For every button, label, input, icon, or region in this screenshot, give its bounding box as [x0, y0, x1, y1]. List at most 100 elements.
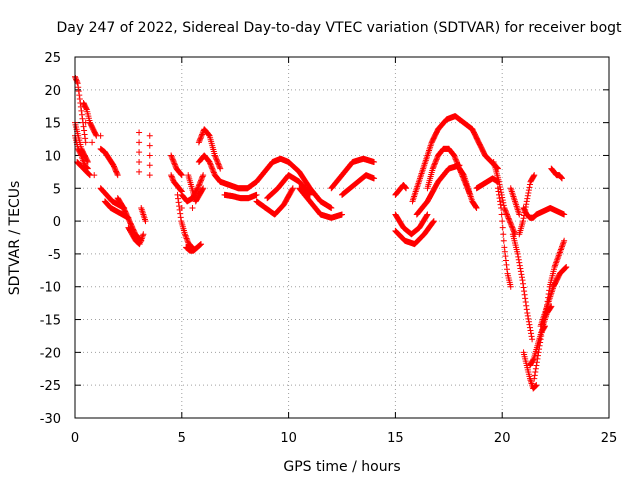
data-point — [215, 160, 222, 167]
data-point — [199, 174, 206, 181]
data-point — [562, 265, 569, 272]
data-point — [78, 107, 85, 114]
data-point — [77, 151, 84, 158]
data-point — [530, 173, 537, 180]
data-point — [431, 161, 438, 168]
data-point — [138, 236, 145, 243]
data-point — [205, 131, 212, 138]
chart-title: Day 247 of 2022, Sidereal Day-to-day VTE… — [56, 20, 622, 36]
data-point — [430, 164, 437, 171]
data-point — [210, 169, 217, 176]
data-point — [530, 356, 537, 363]
y-tick-label: -10 — [40, 281, 61, 296]
data-point — [525, 315, 532, 322]
data-point — [517, 265, 524, 272]
data-point — [75, 84, 82, 91]
data-point — [496, 181, 503, 188]
data-point — [178, 171, 185, 178]
data-point — [216, 162, 223, 169]
data-point — [75, 88, 82, 95]
data-point — [534, 352, 541, 359]
data-point — [142, 218, 149, 225]
data-point — [74, 80, 81, 87]
data-point — [526, 321, 533, 328]
data-point — [501, 244, 508, 251]
data-point — [433, 156, 440, 163]
data-point — [518, 271, 525, 278]
data-point — [136, 159, 143, 166]
plot-frame — [74, 56, 610, 419]
data-point — [139, 234, 146, 241]
data-point — [536, 342, 543, 349]
data-point — [519, 277, 526, 284]
data-point — [497, 198, 504, 205]
data-point — [183, 235, 190, 242]
data-point — [196, 181, 203, 188]
data-point — [508, 222, 515, 229]
y-tick-label: -30 — [40, 412, 61, 427]
data-point — [452, 156, 459, 163]
x-tick-label: 10 — [280, 431, 297, 446]
data-point — [537, 339, 544, 346]
data-point — [195, 182, 202, 189]
data-point — [546, 287, 553, 294]
y-tick-label: -20 — [40, 346, 61, 361]
data-point — [76, 92, 83, 99]
data-point — [536, 346, 543, 353]
data-point — [559, 243, 566, 250]
data-point — [430, 218, 437, 225]
data-point — [183, 234, 190, 241]
data-point — [499, 194, 506, 201]
data-point — [432, 159, 439, 166]
data-point — [170, 159, 177, 166]
data-point — [501, 206, 508, 213]
data-point — [83, 105, 90, 112]
data-point — [560, 239, 567, 246]
data-point — [515, 253, 522, 260]
x-axis-label: GPS time / hours — [283, 459, 400, 475]
data-point — [532, 369, 539, 376]
data-point — [189, 204, 196, 211]
data-point — [544, 301, 551, 308]
data-point — [521, 288, 528, 295]
data-point — [545, 294, 552, 301]
data-point — [81, 127, 88, 134]
data-point — [497, 186, 504, 193]
data-point — [500, 199, 507, 206]
data-point — [73, 76, 80, 83]
data-point — [196, 138, 203, 145]
data-point — [523, 306, 530, 313]
data-point — [208, 162, 215, 169]
data-point — [559, 175, 566, 182]
data-point — [289, 186, 296, 193]
data-point — [495, 178, 502, 185]
data-point — [504, 266, 511, 273]
data-point — [432, 157, 439, 164]
data-point — [499, 224, 506, 231]
data-point — [175, 199, 182, 206]
data-point — [431, 160, 438, 167]
data-point — [557, 246, 564, 253]
data-point — [195, 139, 202, 146]
data-point — [505, 214, 512, 221]
data-point — [453, 159, 460, 166]
data-point — [171, 160, 178, 167]
data-point — [528, 330, 535, 337]
data-point — [177, 210, 184, 217]
data-point — [506, 216, 513, 223]
data-point — [136, 241, 143, 248]
data-point — [429, 219, 436, 226]
data-point — [514, 250, 521, 257]
data-point — [199, 186, 206, 193]
data-point — [200, 172, 207, 179]
data-point — [498, 189, 505, 196]
data-point — [72, 75, 79, 82]
data-point — [198, 176, 205, 183]
data-point — [473, 204, 480, 211]
data-point — [533, 362, 540, 369]
data-point — [521, 212, 528, 219]
data-point — [522, 299, 529, 306]
data-point — [521, 209, 528, 216]
data-point — [553, 259, 560, 266]
data-point — [178, 204, 185, 211]
